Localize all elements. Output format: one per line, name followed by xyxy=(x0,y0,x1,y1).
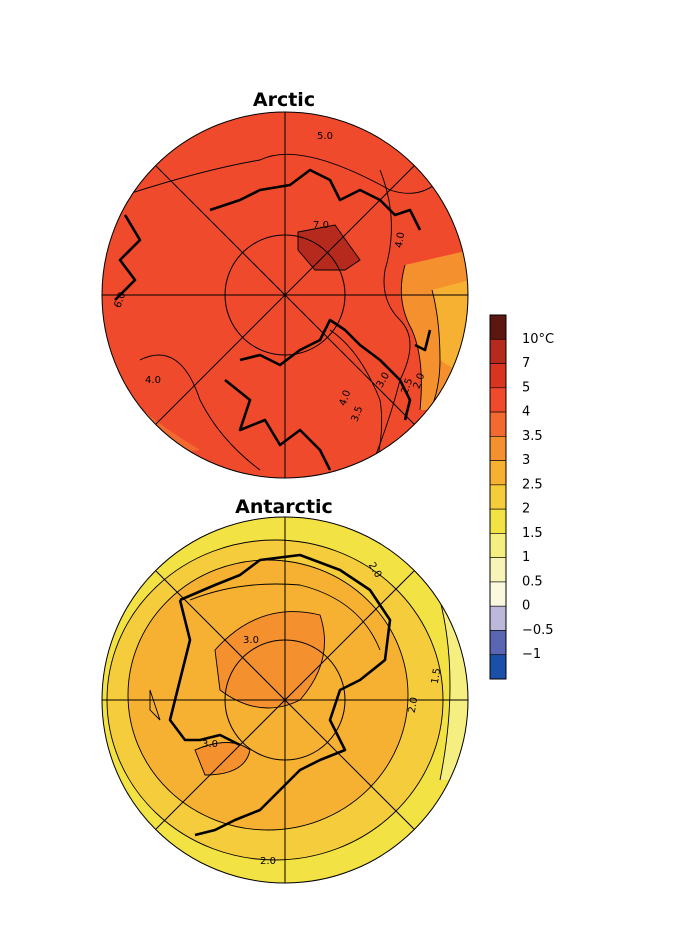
colorbar-swatch xyxy=(489,581,507,607)
colorbar-label: 1.5 xyxy=(522,526,543,541)
contour-label: 4.0 xyxy=(394,231,408,249)
map-title: Arctic xyxy=(253,89,315,111)
colorbar-label: 0.5 xyxy=(522,574,543,589)
contour-labels: 5.0 7.0 6.0 4.0 4.0 3.0 4.0 3.5 2.5 2.0 xyxy=(113,131,428,424)
colorbar-swatch xyxy=(489,654,507,680)
contour-label: 1.5 xyxy=(430,667,444,685)
colorbar-label: 3.5 xyxy=(522,429,543,444)
colorbar-swatch xyxy=(489,508,507,534)
contour-label: 3.0 xyxy=(243,635,259,646)
colorbar-swatch xyxy=(489,460,507,486)
contour-label: 2.0 xyxy=(407,696,421,714)
colorbar-label: −1 xyxy=(522,647,541,662)
colorbar-swatch xyxy=(489,363,507,389)
colorbar-label: 4 xyxy=(522,405,530,420)
contour-label: 3.5 xyxy=(350,405,366,424)
map-title: Antarctic xyxy=(235,496,333,518)
contour-label: 2.0 xyxy=(260,856,276,867)
colorbar-label: 2.5 xyxy=(522,477,543,492)
colorbar-label: 3 xyxy=(522,453,530,468)
colorbar-swatch xyxy=(489,630,507,656)
colorbar-label: 7 xyxy=(522,356,530,371)
antarctic-map: Antarctic 2.0 3.0 1.5 xyxy=(101,496,469,884)
colorbar-label: −0.5 xyxy=(522,623,554,638)
colorbar-label: 10°C xyxy=(522,332,554,347)
contour-label: 6.0 xyxy=(113,291,129,310)
colorbar-swatch xyxy=(489,338,507,364)
contour-label: 4.0 xyxy=(338,389,354,408)
colorbar-swatch xyxy=(489,411,507,437)
colorbar-swatch xyxy=(489,533,507,558)
colorbar-swatch xyxy=(489,436,507,461)
colorbar-swatch xyxy=(489,605,507,631)
colorbar-frame xyxy=(489,314,507,680)
contour-label: 5.0 xyxy=(317,131,333,142)
colorbar-label: 5 xyxy=(522,380,530,395)
contour-label: 3.0 xyxy=(202,739,218,750)
colorbar-swatch xyxy=(489,387,507,413)
colorbar-label: 1 xyxy=(522,550,530,565)
contour-label: 2.5 xyxy=(400,377,416,396)
contour-label: 7.0 xyxy=(313,220,329,231)
contour-label: 4.0 xyxy=(145,375,161,386)
arctic-map: Arctic 5.0 xyxy=(101,89,469,479)
colorbar-swatch xyxy=(489,557,507,583)
colorbar-label: 2 xyxy=(522,502,530,517)
colorbar-label: 0 xyxy=(522,599,530,614)
contour-label: 2.0 xyxy=(412,372,428,391)
colorbar-swatch xyxy=(489,314,507,340)
colorbar: 10°C 7 5 4 3.5 3 2.5 2 1.5 1 0.5 0 −0.5 −1 xyxy=(489,314,554,680)
colorbar-swatch xyxy=(489,484,507,510)
